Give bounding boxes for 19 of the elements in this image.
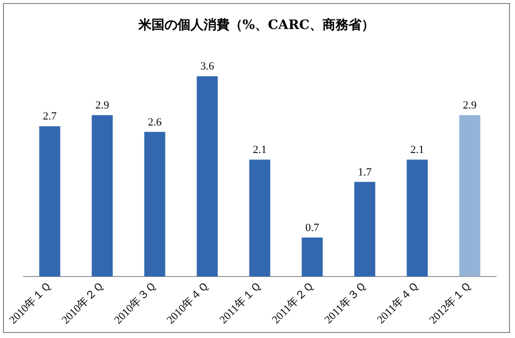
bar [406, 160, 428, 276]
data-label: 2.9 [462, 100, 478, 112]
data-label: 2.7 [42, 110, 58, 123]
bar [249, 160, 270, 276]
data-label: 3.6 [200, 60, 215, 73]
data-label: 2.9 [95, 100, 110, 112]
data-label: 2.1 [410, 144, 424, 156]
bar [196, 76, 218, 276]
bar [92, 115, 113, 276]
bar [39, 126, 60, 276]
data-label: 0.7 [305, 222, 320, 234]
chart-title: 米国の個人消費（%、CARC、商務省） [137, 16, 376, 34]
bar [354, 182, 376, 276]
data-label: 1.7 [358, 166, 372, 178]
data-label: 2.6 [148, 116, 162, 128]
data-label: 2.1 [252, 144, 267, 156]
bar [144, 132, 166, 276]
bar [459, 115, 480, 276]
bar [302, 238, 323, 276]
